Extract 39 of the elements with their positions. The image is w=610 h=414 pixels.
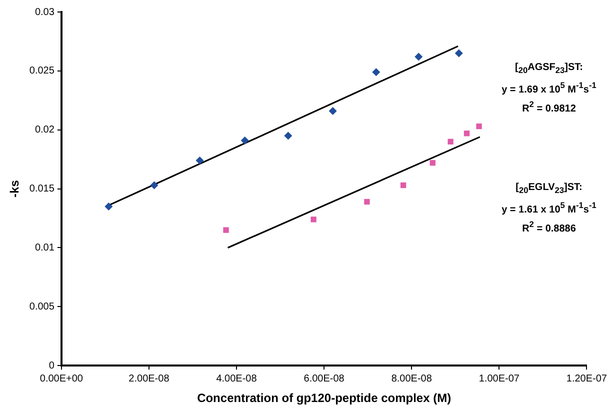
y-tick-label: 0.025: [29, 66, 55, 77]
point: [328, 107, 337, 116]
annotation: y = 1.69 x 10$^{5}$ M$^{-1}$s$^{-1}$: [500, 79, 598, 98]
annotation: [$_{20}$AGSF$_{23}$]ST:: [514, 61, 584, 77]
point: [104, 202, 113, 210]
x-tick-label: 8.00E-08: [391, 373, 432, 384]
point: [454, 49, 463, 58]
point: [400, 182, 406, 188]
x-tick-label: 1.00E-07: [478, 373, 520, 384]
x-tick-label: 2.00E-08: [128, 373, 170, 384]
point: [414, 52, 423, 61]
y-tick-label: 0.015: [29, 184, 55, 195]
point: [310, 216, 316, 222]
y-axis-title: -ks: [8, 180, 22, 198]
y-tick-label: 0.01: [34, 242, 55, 254]
point: [372, 68, 380, 76]
y-tick-label: 0.03: [34, 6, 55, 18]
point: [364, 198, 370, 205]
x-axis-title: Concentration of gp120-peptide complex (M): [197, 391, 452, 406]
point: [430, 160, 436, 166]
x-tick-label: 0.00E+00: [40, 373, 84, 384]
y-tick-label: 0.02: [34, 124, 55, 136]
point: [464, 130, 470, 136]
point: [196, 156, 204, 165]
point: [448, 138, 454, 144]
point: [150, 181, 158, 190]
x-tick-label: 1.20E-07: [566, 373, 608, 384]
y-tick-label: 0.005: [29, 301, 55, 312]
point: [240, 136, 249, 144]
annotation: y = 1.61 x 10$^{5}$ M$^{-1}$s$^{-1}$: [500, 199, 598, 218]
point: [284, 132, 292, 140]
point: [223, 227, 229, 233]
point: [476, 124, 482, 130]
x-tick-label: 6.00E-08: [304, 373, 345, 384]
annotation: R$^{2}$ = 0.8886: [521, 218, 577, 237]
annotation: R$^{2}$ = 0.9812: [521, 98, 577, 117]
y-tick-label: 0: [48, 360, 55, 372]
x-tick-label: 4.00E-08: [216, 373, 258, 384]
annotation: [$_{20}$EGLV$_{23}$]ST:: [514, 181, 584, 197]
